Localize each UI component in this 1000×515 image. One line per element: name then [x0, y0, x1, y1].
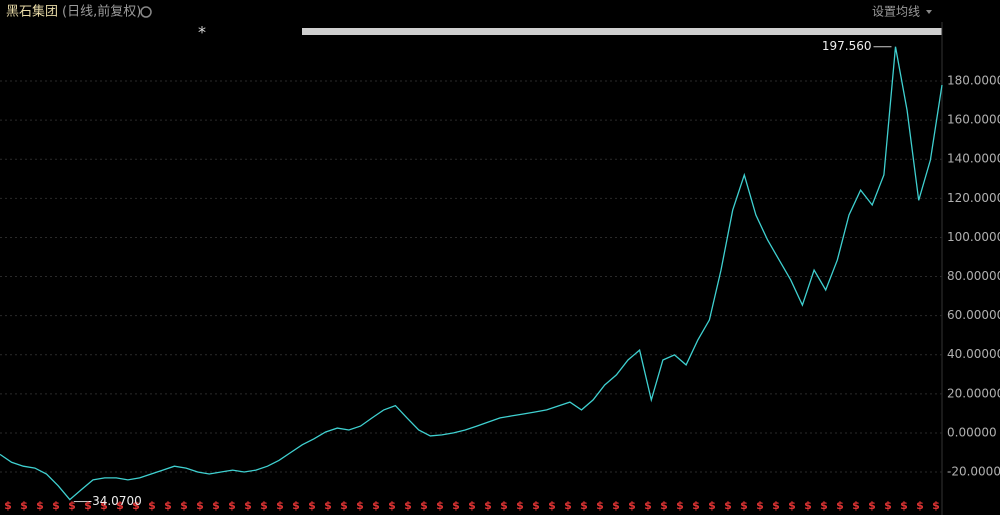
chart-subtitle: (日线,前复权) — [62, 4, 141, 20]
y-tick-label: 60.00000 — [947, 308, 1000, 322]
dividend-marker: $ — [148, 499, 156, 512]
dividend-marker: $ — [452, 499, 460, 512]
y-tick-label: -20.00000 — [947, 465, 1000, 479]
dividend-marker: $ — [580, 499, 588, 512]
dividend-marker: $ — [180, 499, 188, 512]
dividend-marker: $ — [292, 499, 300, 512]
price-line — [0, 46, 943, 501]
y-tick-label: 180.00000 — [947, 74, 1000, 88]
dividend-marker: $ — [116, 499, 124, 512]
dividend-marker: $ — [708, 499, 716, 512]
dividend-marker: $ — [20, 499, 28, 512]
dividend-marker: $ — [900, 499, 908, 512]
event-marker: * — [198, 23, 206, 42]
dropdown-arrow — [926, 10, 932, 14]
dividend-marker: $ — [260, 499, 268, 512]
dividend-marker: $ — [612, 499, 620, 512]
dividend-marker: $ — [52, 499, 60, 512]
dividend-marker: $ — [420, 499, 428, 512]
dividend-marker: $ — [308, 499, 316, 512]
dividend-marker: $ — [164, 499, 172, 512]
y-tick-label: 120.00000 — [947, 191, 1000, 205]
dividend-marker: $ — [500, 499, 508, 512]
annotation: 197.560 — [822, 39, 872, 53]
dividend-marker: $ — [788, 499, 796, 512]
dividend-marker: $ — [644, 499, 652, 512]
dividend-marker: $ — [804, 499, 812, 512]
dividend-marker: $ — [548, 499, 556, 512]
dividend-marker: $ — [564, 499, 572, 512]
settings-icon[interactable] — [140, 6, 152, 18]
dividend-marker: $ — [212, 499, 220, 512]
dividend-marker: $ — [532, 499, 540, 512]
dividend-marker: $ — [356, 499, 364, 512]
dividend-marker: $ — [676, 499, 684, 512]
dividend-marker: $ — [404, 499, 412, 512]
dividend-marker: $ — [692, 499, 700, 512]
dividend-marker: $ — [756, 499, 764, 512]
dividend-marker: $ — [324, 499, 332, 512]
dividend-marker: $ — [68, 499, 76, 512]
y-tick-label: 100.00000 — [947, 230, 1000, 244]
dividend-marker: $ — [932, 499, 940, 512]
dividend-marker: $ — [852, 499, 860, 512]
dividend-marker: $ — [340, 499, 348, 512]
dividend-marker: $ — [740, 499, 748, 512]
dividend-marker: $ — [36, 499, 44, 512]
dividend-marker: $ — [484, 499, 492, 512]
dividend-marker: $ — [660, 499, 668, 512]
dividend-marker: $ — [244, 499, 252, 512]
dividend-marker: $ — [820, 499, 828, 512]
dividend-marker: $ — [884, 499, 892, 512]
dividend-marker: $ — [196, 499, 204, 512]
dividend-marker: $ — [132, 499, 140, 512]
dividend-marker: $ — [868, 499, 876, 512]
y-tick-label: 140.00000 — [947, 152, 1000, 166]
y-tick-label: 160.00000 — [947, 113, 1000, 127]
settings-button[interactable]: 设置均线 — [872, 5, 920, 19]
dividend-marker: $ — [228, 499, 236, 512]
y-tick-label: 40.00000 — [947, 347, 1000, 361]
dividend-marker: $ — [100, 499, 108, 512]
dividend-marker: $ — [84, 499, 92, 512]
dividend-marker: $ — [596, 499, 604, 512]
dividend-marker: $ — [516, 499, 524, 512]
dividend-marker: $ — [276, 499, 284, 512]
annotation: -34.0700 — [88, 494, 142, 508]
dividend-marker: $ — [388, 499, 396, 512]
dividend-marker: $ — [836, 499, 844, 512]
chart-title: 黑石集团 — [6, 4, 58, 20]
y-tick-label: 80.00000 — [947, 269, 1000, 283]
dividend-marker: $ — [436, 499, 444, 512]
event-bar — [302, 28, 942, 35]
dividend-marker: $ — [724, 499, 732, 512]
dividend-marker: $ — [916, 499, 924, 512]
dividend-marker: $ — [628, 499, 636, 512]
dividend-marker: $ — [772, 499, 780, 512]
dividend-marker: $ — [372, 499, 380, 512]
y-tick-label: 20.00000 — [947, 386, 1000, 400]
y-tick-label: 0.00000 — [947, 425, 997, 439]
dividend-marker: $ — [4, 499, 12, 512]
dividend-marker: $ — [468, 499, 476, 512]
